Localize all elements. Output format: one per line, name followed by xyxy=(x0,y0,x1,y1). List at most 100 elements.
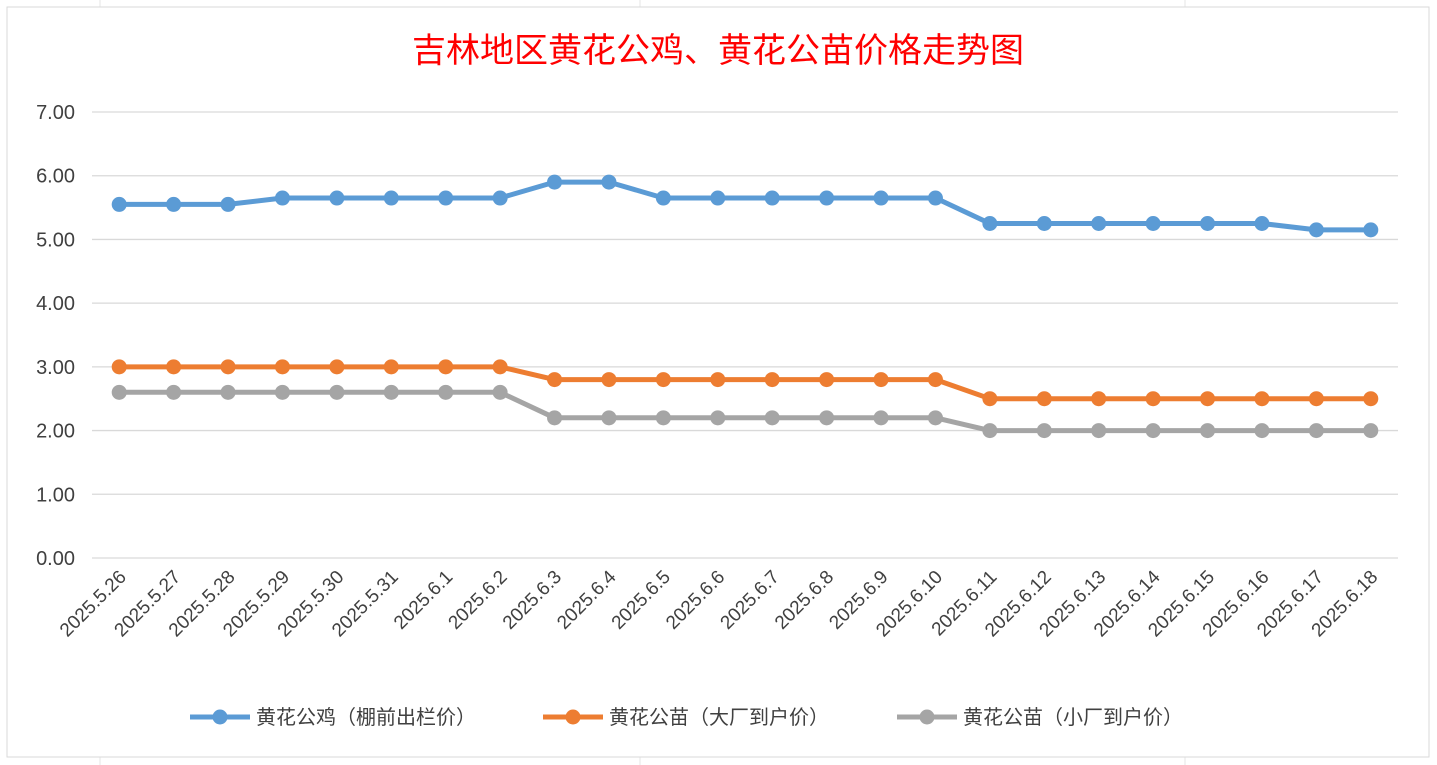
data-point[interactable] xyxy=(982,423,998,439)
data-point[interactable] xyxy=(166,196,182,212)
data-point[interactable] xyxy=(274,359,290,375)
data-point[interactable] xyxy=(492,359,508,375)
y-tick-label: 2.00 xyxy=(36,421,75,443)
data-point[interactable] xyxy=(547,174,563,190)
y-tick-label: 4.00 xyxy=(36,293,75,315)
data-point[interactable] xyxy=(1308,423,1324,439)
data-point[interactable] xyxy=(111,196,127,212)
data-point[interactable] xyxy=(383,359,399,375)
data-point[interactable] xyxy=(1200,423,1216,439)
series-layer xyxy=(111,174,1379,439)
data-point[interactable] xyxy=(383,190,399,206)
data-point[interactable] xyxy=(764,410,780,426)
y-tick-label: 3.00 xyxy=(36,357,75,379)
legend-label: 黄花公苗（小厂到户价） xyxy=(963,705,1183,729)
data-point[interactable] xyxy=(492,384,508,400)
data-point[interactable] xyxy=(1363,391,1379,407)
y-tick-label: 1.00 xyxy=(36,484,75,506)
data-point[interactable] xyxy=(438,359,454,375)
data-point[interactable] xyxy=(601,174,617,190)
data-point[interactable] xyxy=(819,372,835,388)
data-point[interactable] xyxy=(1091,391,1107,407)
data-point[interactable] xyxy=(601,372,617,388)
legend-item[interactable]: 黄花公苗（大厂到户价） xyxy=(543,705,829,729)
data-point[interactable] xyxy=(1363,222,1379,238)
legend-label: 黄花公苗（大厂到户价） xyxy=(609,705,829,729)
data-point[interactable] xyxy=(220,359,236,375)
y-tick-label: 6.00 xyxy=(36,166,75,188)
data-point[interactable] xyxy=(1363,423,1379,439)
data-point[interactable] xyxy=(819,410,835,426)
legend-item[interactable]: 黄花公苗（小厂到户价） xyxy=(897,705,1183,729)
data-point[interactable] xyxy=(1145,423,1161,439)
series-1 xyxy=(111,174,1379,238)
data-point[interactable] xyxy=(547,372,563,388)
data-point[interactable] xyxy=(1254,391,1270,407)
data-point[interactable] xyxy=(1254,216,1270,231)
data-point[interactable] xyxy=(982,216,998,231)
data-point[interactable] xyxy=(1308,391,1324,407)
data-point[interactable] xyxy=(710,190,726,206)
series-line xyxy=(116,364,1374,402)
legend-dot-marker xyxy=(565,709,581,725)
data-point[interactable] xyxy=(1145,216,1161,231)
legend: 黄花公鸡（棚前出栏价） 黄花公苗（大厂到户价） 黄花公苗（小厂到户价） xyxy=(190,705,1183,729)
data-point[interactable] xyxy=(764,190,780,206)
data-point[interactable] xyxy=(764,372,780,388)
data-point[interactable] xyxy=(111,359,127,375)
data-point[interactable] xyxy=(1036,423,1052,439)
data-point[interactable] xyxy=(819,190,835,206)
data-point[interactable] xyxy=(1200,391,1216,407)
data-point[interactable] xyxy=(601,410,617,426)
data-point[interactable] xyxy=(873,190,889,206)
data-point[interactable] xyxy=(329,384,345,400)
series-2 xyxy=(111,359,1379,407)
data-point[interactable] xyxy=(927,410,943,426)
data-point[interactable] xyxy=(329,190,345,206)
series-3 xyxy=(111,384,1379,439)
data-point[interactable] xyxy=(274,190,290,206)
chart-title: 吉林地区黄花公鸡、黄花公苗价格走势图 xyxy=(412,31,1024,71)
data-point[interactable] xyxy=(492,190,508,206)
y-axis-ticks: 0.00 1.00 2.00 3.00 4.00 5.00 6.00 7.00 xyxy=(36,102,75,570)
data-point[interactable] xyxy=(1091,216,1107,231)
data-point[interactable] xyxy=(274,384,290,400)
data-point[interactable] xyxy=(166,384,182,400)
y-tick-label: 7.00 xyxy=(36,102,75,124)
data-point[interactable] xyxy=(329,359,345,375)
legend-item[interactable]: 黄花公鸡（棚前出栏价） xyxy=(190,705,476,729)
y-tick-label: 5.00 xyxy=(36,229,75,251)
data-point[interactable] xyxy=(1091,423,1107,439)
data-point[interactable] xyxy=(1254,423,1270,439)
data-point[interactable] xyxy=(1036,391,1052,407)
data-point[interactable] xyxy=(220,196,236,212)
series-line xyxy=(116,179,1374,233)
legend-dot-marker xyxy=(212,709,228,725)
data-point[interactable] xyxy=(1200,216,1216,231)
data-point[interactable] xyxy=(111,384,127,400)
data-point[interactable] xyxy=(655,372,671,388)
data-point[interactable] xyxy=(1145,391,1161,407)
data-point[interactable] xyxy=(220,384,236,400)
data-point[interactable] xyxy=(166,359,182,375)
data-point[interactable] xyxy=(1308,222,1324,238)
data-point[interactable] xyxy=(655,190,671,206)
data-point[interactable] xyxy=(383,384,399,400)
data-point[interactable] xyxy=(927,190,943,206)
data-point[interactable] xyxy=(927,372,943,388)
data-point[interactable] xyxy=(438,384,454,400)
data-point[interactable] xyxy=(655,410,671,426)
legend-label: 黄花公鸡（棚前出栏价） xyxy=(256,705,476,729)
legend-dot-marker xyxy=(919,709,935,725)
data-point[interactable] xyxy=(982,391,998,407)
data-point[interactable] xyxy=(873,410,889,426)
data-point[interactable] xyxy=(710,410,726,426)
series-line xyxy=(116,389,1374,434)
data-point[interactable] xyxy=(1036,216,1052,231)
data-point[interactable] xyxy=(438,190,454,206)
data-point[interactable] xyxy=(710,372,726,388)
data-point[interactable] xyxy=(547,410,563,426)
data-point[interactable] xyxy=(873,372,889,388)
y-tick-label: 0.00 xyxy=(36,548,75,570)
